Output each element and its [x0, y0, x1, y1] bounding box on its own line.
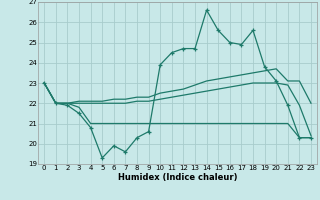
X-axis label: Humidex (Indice chaleur): Humidex (Indice chaleur): [118, 173, 237, 182]
